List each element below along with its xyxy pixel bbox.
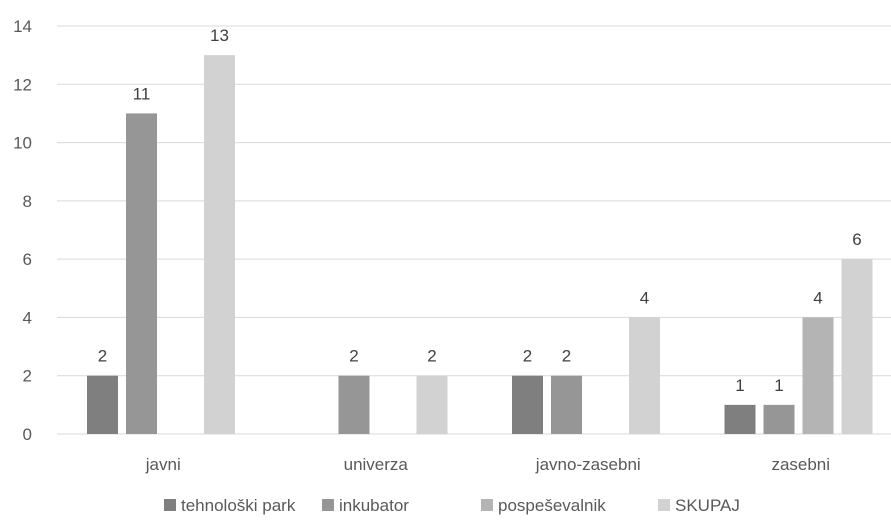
data-label: 2 bbox=[98, 347, 107, 366]
data-label: 13 bbox=[210, 26, 229, 45]
bar-3-1 bbox=[763, 404, 795, 434]
legend-swatch bbox=[658, 499, 670, 511]
gridlines bbox=[57, 25, 891, 435]
data-label: 2 bbox=[349, 347, 358, 366]
data-label: 1 bbox=[735, 376, 744, 395]
data-label: 2 bbox=[427, 347, 436, 366]
bar-0-0 bbox=[87, 375, 118, 434]
legend-swatch bbox=[481, 499, 493, 511]
legend-swatch bbox=[322, 499, 334, 511]
bar-2-3 bbox=[629, 317, 660, 434]
legend-label: tehnološki park bbox=[181, 496, 296, 515]
bar-1-3 bbox=[416, 375, 448, 434]
data-label: 6 bbox=[852, 230, 861, 249]
y-axis-tick-labels: 0 2 4 6 8 10 12 14 bbox=[13, 17, 32, 444]
bar-2-0 bbox=[512, 375, 543, 434]
data-label: 4 bbox=[640, 288, 649, 307]
bar-0-1 bbox=[126, 113, 157, 434]
x-category-label: zasebni bbox=[771, 455, 830, 474]
y-tick-label: 14 bbox=[13, 17, 32, 36]
legend-label: SKUPAJ bbox=[675, 496, 740, 515]
data-label: 2 bbox=[523, 347, 532, 366]
y-tick-label: 12 bbox=[13, 75, 32, 94]
legend-label: inkubator bbox=[339, 496, 409, 515]
bar-3-0 bbox=[724, 404, 756, 434]
bar-2-1 bbox=[551, 375, 582, 434]
legend-label: pospeševalnik bbox=[498, 496, 606, 515]
y-tick-label: 2 bbox=[23, 367, 32, 386]
data-label: 11 bbox=[133, 84, 151, 103]
data-label: 1 bbox=[774, 376, 783, 395]
bar-1-1 bbox=[338, 375, 370, 434]
data-label: 4 bbox=[813, 288, 822, 307]
x-category-label: javno-zasebni bbox=[535, 455, 641, 474]
x-axis-category-labels: javni univerza javno-zasebni zasebni bbox=[145, 455, 830, 474]
bars bbox=[87, 55, 873, 435]
bar-0-3 bbox=[204, 55, 235, 435]
y-tick-label: 6 bbox=[23, 250, 32, 269]
bar-3-2 bbox=[802, 317, 834, 434]
y-tick-label: 0 bbox=[23, 425, 32, 444]
legend: tehnološki park inkubator pospeševalnik SKU… bbox=[164, 496, 740, 515]
legend-swatch bbox=[164, 499, 176, 511]
data-label: 2 bbox=[562, 347, 571, 366]
y-tick-label: 4 bbox=[23, 308, 32, 327]
x-category-label: javni bbox=[145, 455, 181, 474]
y-tick-label: 10 bbox=[13, 134, 32, 153]
bar-3-3 bbox=[841, 259, 873, 434]
y-tick-label: 8 bbox=[23, 192, 32, 211]
x-category-label: univerza bbox=[344, 455, 409, 474]
